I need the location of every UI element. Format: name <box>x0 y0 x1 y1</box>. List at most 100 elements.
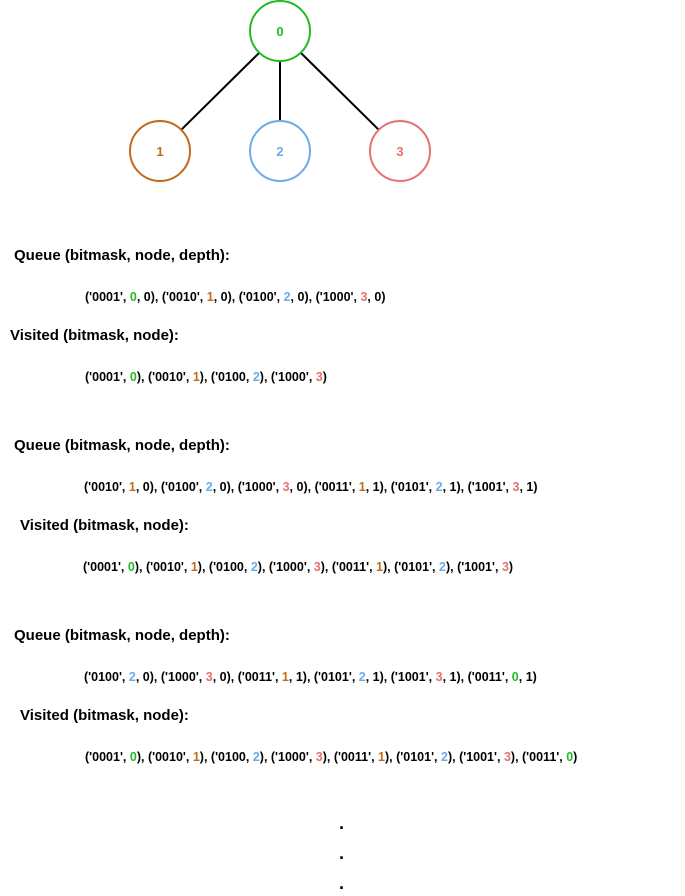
tuple-mask: 0100 <box>218 370 246 384</box>
tuple-node: 1 <box>129 480 136 494</box>
tuple-mask: 0100 <box>218 750 246 764</box>
tuple-mask: 0011 <box>322 480 349 494</box>
tuple-node: 3 <box>512 480 519 494</box>
tuple-mask: 0001 <box>92 370 120 384</box>
tuple-mask: 0010 <box>153 560 181 574</box>
tuple-mask: 1000 <box>278 750 306 764</box>
tuple-mask: 0001 <box>92 750 120 764</box>
tuple-mask: 1000 <box>323 290 351 304</box>
tuple-mask: 1001 <box>464 560 492 574</box>
tuple-depth: 1 <box>373 480 380 494</box>
graph-node-0: 0 <box>250 1 310 61</box>
tuple-mask: 0011 <box>245 670 272 684</box>
queue-list: ('0001', 0, 0), ('0010', 1, 0), ('0100',… <box>85 290 385 304</box>
queue-list: ('0010', 1, 0), ('0100', 2, 0), ('1000',… <box>84 480 538 494</box>
tuple-mask: 0010 <box>155 370 183 384</box>
tuple-node: 2 <box>439 560 446 574</box>
tuple-mask: 0011 <box>341 750 368 764</box>
tuple-node: 2 <box>359 670 366 684</box>
ellipsis-dot: . <box>339 878 344 888</box>
graph-node-1: 1 <box>130 121 190 181</box>
tuple-node: 2 <box>129 670 136 684</box>
tuple-depth: 0 <box>143 670 150 684</box>
tuple-node: 3 <box>316 750 323 764</box>
visited-list: ('0001', 0), ('0010', 1), ('0100, 2), ('… <box>85 370 327 384</box>
visited-heading: Visited (bitmask, node): <box>20 707 189 724</box>
tuple-node: 1 <box>207 290 214 304</box>
tuple-mask: 0101 <box>321 670 349 684</box>
tuple-node: 0 <box>130 290 137 304</box>
visited-list: ('0001', 0), ('0010', 1), ('0100, 2), ('… <box>85 750 577 764</box>
graph-diagram: 0 1 2 3 <box>0 0 685 200</box>
tuple-depth: 0 <box>221 290 228 304</box>
tuple-depth: 1 <box>296 670 303 684</box>
tuple-mask: 1001 <box>466 750 494 764</box>
tuple-mask: 0001 <box>90 560 118 574</box>
node-label-3: 3 <box>396 144 403 159</box>
tuple-node: 2 <box>441 750 448 764</box>
tuple-node: 0 <box>130 750 137 764</box>
tuple-node: 1 <box>282 670 289 684</box>
tuple-mask: 0010 <box>91 480 119 494</box>
tuple-node: 3 <box>283 480 290 494</box>
tuple-node: 3 <box>502 560 509 574</box>
tuple-node: 2 <box>251 560 258 574</box>
visited-list: ('0001', 0), ('0010', 1), ('0100, 2), ('… <box>83 560 513 574</box>
tuple-mask: 0101 <box>401 560 429 574</box>
tuple-depth: 0 <box>297 480 304 494</box>
tuple-mask: 0011 <box>475 670 502 684</box>
tuple-node: 2 <box>253 370 260 384</box>
tuple-node: 3 <box>436 670 443 684</box>
queue-list: ('0100', 2, 0), ('1000', 3, 0), ('0011',… <box>84 670 537 684</box>
tuple-mask: 1000 <box>276 560 304 574</box>
tuple-node: 0 <box>130 370 137 384</box>
ellipsis-dot: . <box>339 848 344 858</box>
tuple-node: 1 <box>193 370 200 384</box>
tuple-depth: 0 <box>144 290 151 304</box>
node-label-2: 2 <box>276 144 283 159</box>
tuple-mask: 0010 <box>155 750 183 764</box>
tuple-depth: 0 <box>143 480 150 494</box>
tuple-mask: 0100 <box>216 560 244 574</box>
visited-heading: Visited (bitmask, node): <box>20 517 189 534</box>
tuple-mask: 0010 <box>169 290 197 304</box>
tuple-node: 2 <box>206 480 213 494</box>
queue-heading: Queue (bitmask, node, depth): <box>14 627 230 644</box>
tuple-mask: 1000 <box>245 480 273 494</box>
queue-heading: Queue (bitmask, node, depth): <box>14 437 230 454</box>
ellipsis-dot: . <box>339 818 344 828</box>
edge-0-3 <box>301 53 379 130</box>
tuple-mask: 0100 <box>91 670 119 684</box>
tuple-node: 3 <box>206 670 213 684</box>
tuple-mask: 0001 <box>92 290 120 304</box>
tuple-node: 1 <box>193 750 200 764</box>
tuple-mask: 1001 <box>475 480 503 494</box>
tuple-mask: 0101 <box>398 480 426 494</box>
tuple-node: 0 <box>512 670 519 684</box>
tuple-depth: 0 <box>220 480 227 494</box>
tuple-node: 3 <box>360 290 367 304</box>
tuple-node: 2 <box>284 290 291 304</box>
tuple-mask: 1000 <box>168 670 196 684</box>
tuple-node: 3 <box>316 370 323 384</box>
graph-node-3: 3 <box>370 121 430 181</box>
tuple-node: 0 <box>128 560 135 574</box>
tuple-depth: 1 <box>450 670 457 684</box>
tuple-mask: 0011 <box>529 750 556 764</box>
tuple-depth: 0 <box>374 290 381 304</box>
tuple-depth: 1 <box>526 480 533 494</box>
visited-heading: Visited (bitmask, node): <box>10 327 179 344</box>
tuple-mask: 0101 <box>403 750 431 764</box>
tuple-depth: 1 <box>373 670 380 684</box>
tuple-node: 3 <box>314 560 321 574</box>
tuple-node: 0 <box>566 750 573 764</box>
tuple-node: 2 <box>436 480 443 494</box>
graph-node-2: 2 <box>250 121 310 181</box>
tuple-depth: 0 <box>220 670 227 684</box>
tuple-node: 1 <box>359 480 366 494</box>
tuple-node: 3 <box>504 750 511 764</box>
tuple-mask: 0011 <box>339 560 366 574</box>
tuple-depth: 1 <box>450 480 457 494</box>
tuple-node: 1 <box>376 560 383 574</box>
node-label-0: 0 <box>276 24 283 39</box>
